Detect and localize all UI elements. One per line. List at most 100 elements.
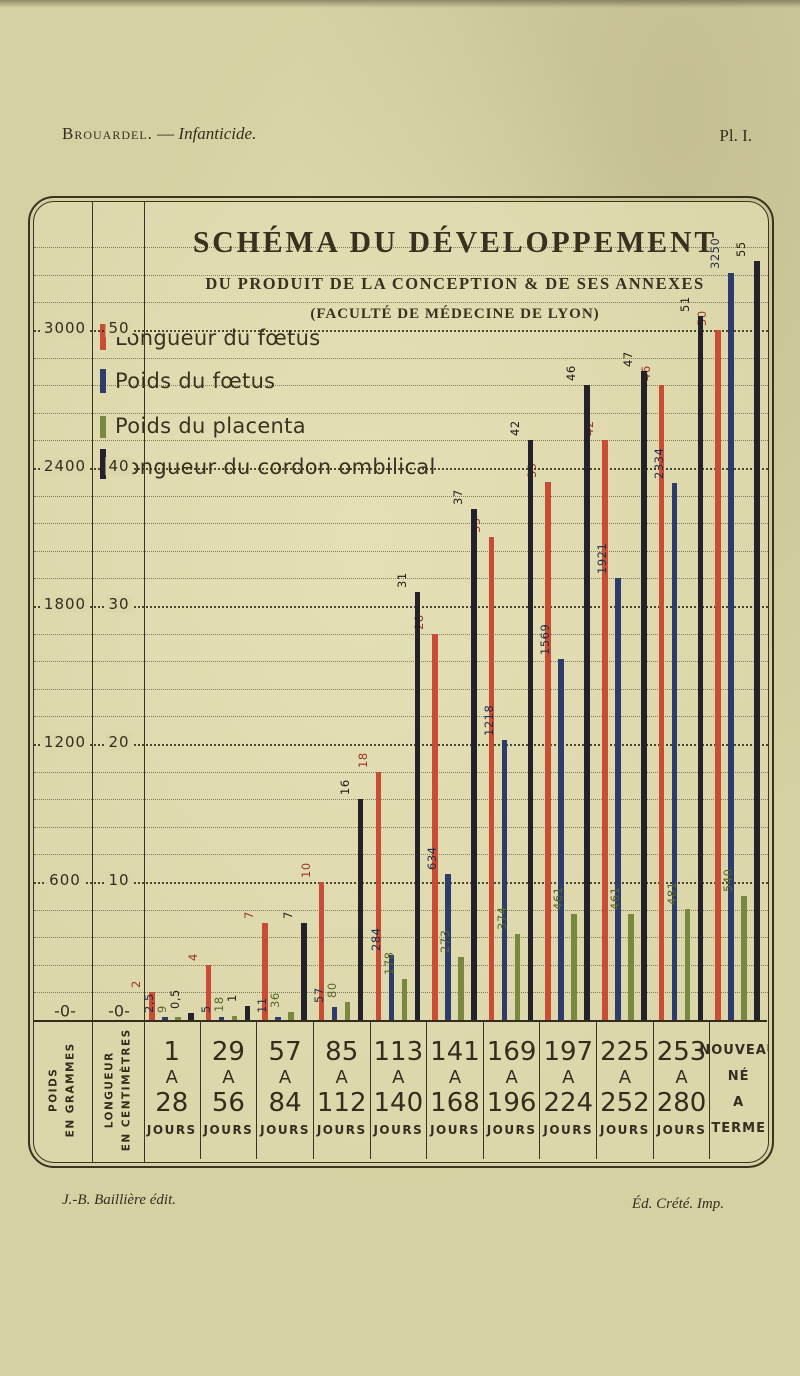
- bar-value-label-poids-placenta: 36: [268, 992, 283, 1008]
- chart-subtitle: DU PRODUIT DE LA CONCEPTION & DE SES ANN…: [205, 274, 705, 293]
- category-day-to: 252: [600, 1088, 650, 1118]
- longueur-zero-label: -0-: [105, 1001, 133, 1021]
- bar-value-label-poids-foetus: 57: [311, 987, 326, 1003]
- dotted-gridline-minor: [34, 578, 768, 580]
- category-a: A: [618, 1067, 632, 1088]
- bar-longueur-foetus: [318, 882, 325, 1020]
- plate-author: Brouardel.: [62, 124, 153, 143]
- category-special-line: NOUVEAU: [699, 1042, 768, 1058]
- category-day-to: 84: [268, 1088, 302, 1118]
- bar-longueur-cordon: [188, 1013, 194, 1020]
- dotted-gridline-minor: [34, 523, 768, 525]
- bar-value-label-poids-placenta: 461: [551, 886, 566, 910]
- bar-value-label-poids-foetus: 634: [425, 846, 440, 871]
- longueur-tick-label: 50: [105, 319, 133, 338]
- category-unit: JOURS: [373, 1123, 424, 1137]
- legend-swatch-longueur-cordon: [100, 449, 106, 479]
- dotted-gridline-minor: [34, 964, 768, 966]
- dotted-gridline-minor: [34, 357, 768, 359]
- dotted-gridline-minor: [34, 771, 768, 773]
- bar-value-label-poids-foetus: 2334: [651, 447, 666, 480]
- publisher-imprint: J.-B. Baillière édit.: [62, 1192, 176, 1208]
- category-a: A: [562, 1067, 575, 1088]
- dotted-gridline-minor: [34, 909, 768, 911]
- bar-poids-foetus: [162, 1017, 168, 1020]
- category-day-from: 169: [486, 1037, 537, 1067]
- plate-header: Brouardel. — Infanticide. Pl. I.: [62, 124, 752, 145]
- plate-work-title: Infanticide.: [178, 124, 257, 143]
- bar-longueur-cordon: [697, 316, 704, 1020]
- bar-poids-foetus: [615, 578, 621, 1020]
- category-unit: JOURS: [599, 1123, 650, 1137]
- bar-value-label-longueur-cordon: 46: [564, 365, 579, 382]
- category-a: A: [505, 1067, 518, 1088]
- bar-value-label-poids-placenta: 374: [494, 906, 509, 930]
- chart-panel: SCHÉMA DU DÉVELOPPEMENT DU PRODUIT DE LA…: [33, 201, 769, 1163]
- bar-value-label-poids-foetus: 1569: [538, 623, 553, 656]
- bar-value-label-poids-foetus: 11: [255, 997, 270, 1013]
- bar-value-label-poids-foetus: 5: [198, 1005, 213, 1013]
- category-day-to: 112: [316, 1088, 367, 1118]
- chart-subtitle-2: (FACULTÉ DE MÉDECINE DE LYON): [310, 306, 600, 322]
- bar-poids-foetus: [388, 954, 395, 1020]
- category-cell: 1 A 28 JOURS: [144, 1020, 201, 1159]
- category-a: A: [278, 1067, 292, 1088]
- category-unit: JOURS: [430, 1123, 480, 1137]
- bar-longueur-cordon: [584, 385, 590, 1020]
- category-day-to: 28: [155, 1088, 189, 1118]
- chart-frame: SCHÉMA DU DÉVELOPPEMENT DU PRODUIT DE LA…: [28, 196, 774, 1168]
- poids-tick-label: 1800: [40, 595, 90, 614]
- poids-tick-label: 600: [46, 871, 84, 890]
- bar-longueur-foetus: [602, 440, 608, 1020]
- dotted-gridline-minor: [34, 992, 768, 994]
- axis-rule-longueur: [144, 202, 145, 1162]
- bar-poids-placenta: [628, 913, 634, 1020]
- dotted-gridline-major: [34, 744, 768, 746]
- bar-poids-foetus: [501, 739, 508, 1020]
- bar-value-label-longueur-foetus: 7: [242, 911, 257, 920]
- bar-longueur-cordon: [301, 923, 307, 1020]
- axis-head-poids-label: POIDS EN GRAMMES: [48, 1041, 78, 1138]
- category-day-from: 29: [211, 1037, 245, 1067]
- dotted-gridline-minor: [34, 716, 768, 718]
- category-day-from: 113: [373, 1037, 424, 1067]
- category-a: A: [165, 1067, 178, 1088]
- dotted-gridline-major: [34, 882, 768, 884]
- bar-longueur-foetus: [262, 923, 268, 1020]
- bar-value-label-poids-placenta: 80: [324, 981, 339, 998]
- bar-poids-placenta: [231, 1015, 238, 1020]
- category-a: A: [675, 1067, 688, 1088]
- category-day-to: 280: [656, 1088, 707, 1118]
- bar-poids-placenta: [684, 909, 691, 1020]
- bar-value-label-longueur-cordon: 16: [337, 779, 352, 796]
- category-day-from: 57: [268, 1037, 302, 1067]
- axis-rule-poids: [92, 202, 93, 1162]
- bar-value-label-longueur-cordon: 0,5: [168, 989, 182, 1010]
- bar-poids-placenta: [514, 933, 521, 1020]
- bar-longueur-cordon: [471, 509, 477, 1020]
- bar-value-label-poids-placenta: 461: [608, 886, 623, 910]
- bar-longueur-cordon: [527, 440, 534, 1020]
- dotted-gridline-major: [34, 606, 768, 608]
- category-day-from: 85: [325, 1037, 359, 1067]
- bar-value-label-poids-placenta: 9: [155, 1005, 169, 1013]
- dotted-gridline-minor: [34, 633, 768, 635]
- bar-value-label-longueur-foetus: 10: [298, 862, 313, 878]
- poids-tick-label: 1200: [40, 733, 90, 752]
- bar-poids-foetus: [331, 1006, 338, 1020]
- category-cell: 169 A 196 JOURS: [484, 1020, 541, 1159]
- category-special-line: A TERME: [711, 1094, 766, 1136]
- category-day-from: 225: [600, 1037, 650, 1067]
- category-day-to: 56: [211, 1088, 245, 1118]
- bar-longueur-cordon: [357, 799, 364, 1020]
- category-day-from: 141: [430, 1037, 480, 1067]
- category-day-to: 140: [373, 1088, 424, 1118]
- category-unit: JOURS: [146, 1123, 197, 1137]
- bar-longueur-cordon: [244, 1006, 251, 1020]
- bar-value-label-longueur-cordon: 37: [451, 489, 466, 506]
- bar-poids-placenta: [571, 913, 577, 1020]
- poids-tick-label: 2400: [40, 457, 90, 476]
- bar-value-label-longueur-foetus: 4: [185, 952, 200, 961]
- legend-label-longueur-cordon: Longueur du cordon ombilical: [115, 455, 436, 479]
